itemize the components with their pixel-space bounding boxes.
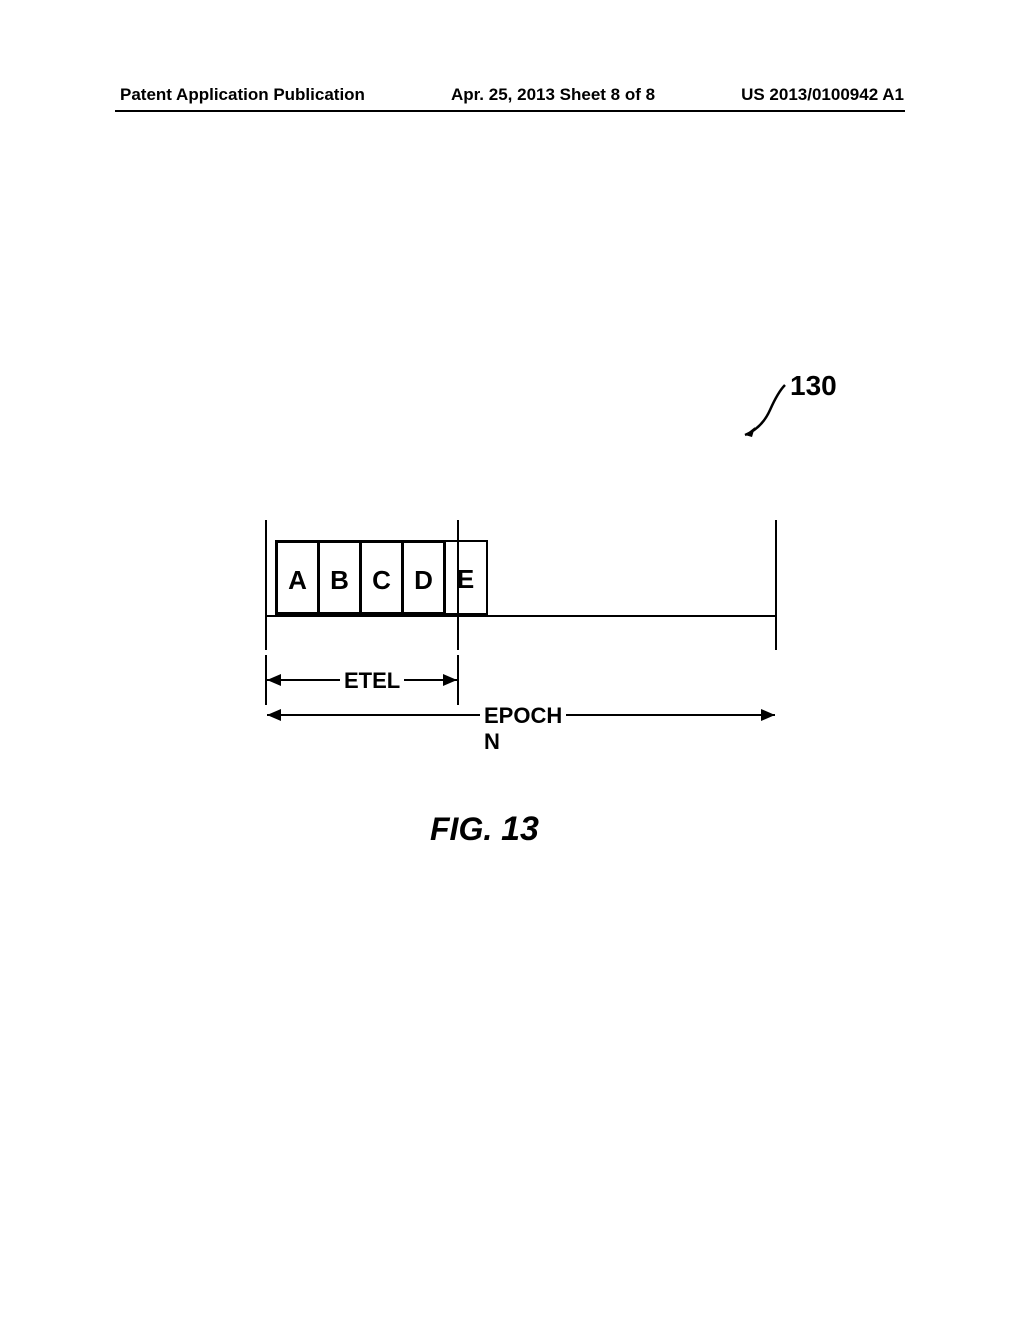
cell-c-label: C [372,565,391,595]
cell-c: C [359,540,404,615]
epoch-label: EPOCH N [480,703,566,755]
cell-d: D [401,540,446,615]
ref-leader-curve [740,380,790,440]
cell-b-label: B [330,565,349,595]
cell-a: A [275,540,320,615]
header-publication: Patent Application Publication [120,85,365,105]
ref-number: 130 [790,370,837,402]
cell-e-label: E [457,564,474,594]
figure-number: 13 [501,810,539,848]
cell-b: B [317,540,362,615]
epoch-arrow-right [761,709,775,721]
tick-epoch-start [265,520,267,650]
cell-d-label: D [414,565,433,595]
cell-e: E [443,540,488,615]
etel-tick-right [457,655,459,705]
header-date-sheet: Apr. 25, 2013 Sheet 8 of 8 [451,85,655,105]
tick-epoch-end [775,520,777,650]
figure-label: FIG. 13 [430,810,539,849]
cell-a-label: A [288,565,307,595]
header-patent-number: US 2013/0100942 A1 [741,85,904,105]
etel-arrow-right [443,674,457,686]
header-divider [115,110,905,112]
etel-label: ETEL [340,668,404,694]
